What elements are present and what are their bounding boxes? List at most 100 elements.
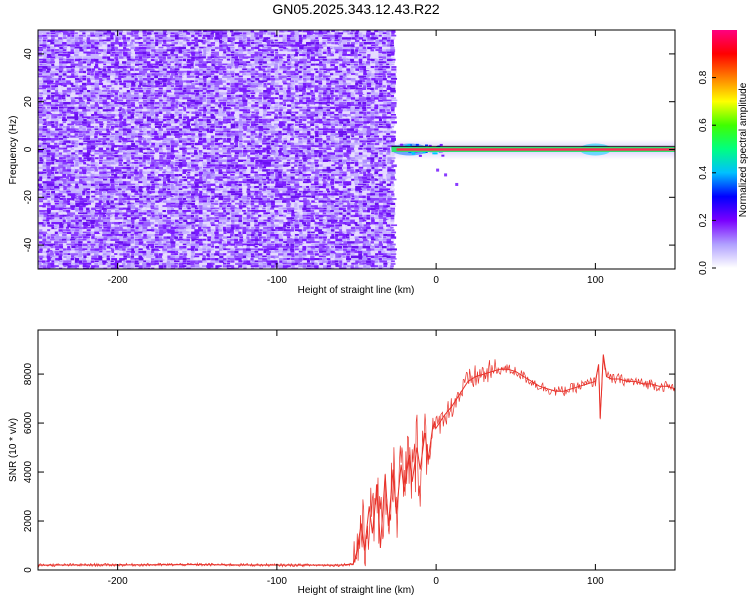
noise-cell	[130, 116, 137, 119]
noise-cell	[210, 73, 216, 75]
noise-cell	[199, 106, 205, 109]
noise-cell	[51, 92, 56, 95]
noise-cell	[154, 123, 161, 126]
noise-cell	[46, 157, 51, 161]
noise-cell	[371, 145, 375, 149]
noise-cell	[266, 145, 272, 149]
noise-cell	[123, 58, 128, 61]
noise-cell	[90, 118, 95, 121]
noise-cell	[223, 126, 227, 129]
noise-cell	[174, 70, 179, 73]
noise-cell	[207, 133, 213, 135]
noise-cell	[330, 68, 337, 71]
noise-cell	[306, 82, 312, 86]
noise-cell	[342, 90, 347, 93]
noise-cell	[302, 39, 309, 43]
noise-cell	[194, 56, 201, 59]
noise-cell	[86, 75, 91, 79]
noise-cell	[82, 123, 88, 127]
noise-cell	[218, 106, 223, 109]
noise-cell	[146, 114, 153, 116]
noise-cell	[314, 73, 320, 76]
noise-cell	[386, 147, 391, 151]
noise-cell	[182, 78, 187, 81]
noise-cell	[82, 63, 87, 66]
noise-cell	[187, 99, 193, 102]
noise-cell	[247, 39, 251, 42]
noise-cell	[198, 92, 204, 95]
noise-cell	[146, 159, 151, 162]
noise-cell	[46, 138, 52, 141]
noise-cell	[51, 37, 56, 40]
noise-cell	[342, 85, 346, 89]
noise-cell	[66, 39, 72, 42]
noise-cell	[362, 162, 368, 164]
noise-cell	[347, 159, 351, 162]
noise-cell	[99, 85, 104, 88]
noise-cell	[363, 121, 370, 125]
noise-cell	[294, 54, 298, 57]
noise-cell	[58, 85, 62, 88]
noise-cell	[87, 42, 93, 45]
noise-cell	[267, 90, 273, 93]
noise-cell	[391, 34, 397, 37]
noise-cell	[263, 135, 267, 138]
noise-cell	[206, 147, 213, 150]
noise-cell	[379, 121, 384, 124]
noise-cell	[223, 138, 227, 141]
noise-cell	[134, 128, 139, 131]
noise-cell	[210, 162, 217, 165]
noise-cell	[242, 118, 247, 121]
noise-cell	[310, 78, 315, 81]
noise-cell	[258, 97, 262, 100]
noise-cell	[375, 116, 381, 119]
noise-cell	[306, 49, 313, 52]
noise-cell	[246, 94, 251, 98]
noise-cell	[114, 154, 119, 158]
noise-cell	[315, 37, 319, 40]
noise-cell	[286, 34, 292, 38]
noise-cell	[115, 75, 121, 78]
noise-cell	[331, 128, 336, 131]
noise-cell	[326, 121, 331, 125]
noise-cell	[106, 97, 113, 100]
noise-cell	[50, 44, 57, 47]
noise-cell	[199, 85, 204, 89]
noise-cell	[379, 58, 384, 61]
noise-cell	[210, 102, 215, 104]
noise-cell	[378, 80, 383, 83]
noise-cell	[175, 159, 181, 162]
noise-cell	[246, 90, 251, 93]
noise-cell	[238, 49, 245, 52]
noise-cell	[218, 157, 222, 159]
noise-cell	[318, 102, 324, 105]
noise-cell	[367, 142, 372, 145]
noise-cell	[391, 78, 398, 80]
noise-cell	[143, 61, 147, 64]
noise-cell	[46, 142, 51, 146]
noise-cell	[239, 70, 245, 73]
noise-cell	[307, 68, 313, 72]
noise-cell	[130, 92, 137, 95]
noise-cell	[239, 109, 244, 112]
noise-cell	[338, 56, 342, 59]
noise-cell	[230, 94, 235, 98]
noise-cell	[270, 138, 276, 141]
noise-cell	[62, 54, 68, 57]
noise-cell	[343, 32, 348, 36]
noise-cell	[362, 94, 367, 97]
noise-cell	[254, 30, 259, 33]
noise-cell	[163, 75, 167, 78]
noise-cell	[279, 114, 284, 116]
noise-cell	[103, 61, 107, 64]
noise-cell	[95, 49, 100, 52]
noise-cell	[54, 66, 60, 68]
noise-cell	[106, 32, 111, 35]
noise-cell	[246, 140, 251, 144]
noise-cell	[347, 152, 352, 155]
noise-cell	[142, 46, 148, 50]
noise-cell	[102, 154, 109, 157]
noise-cell	[43, 92, 49, 95]
noise-cell	[146, 49, 152, 51]
noise-cell	[298, 63, 303, 66]
